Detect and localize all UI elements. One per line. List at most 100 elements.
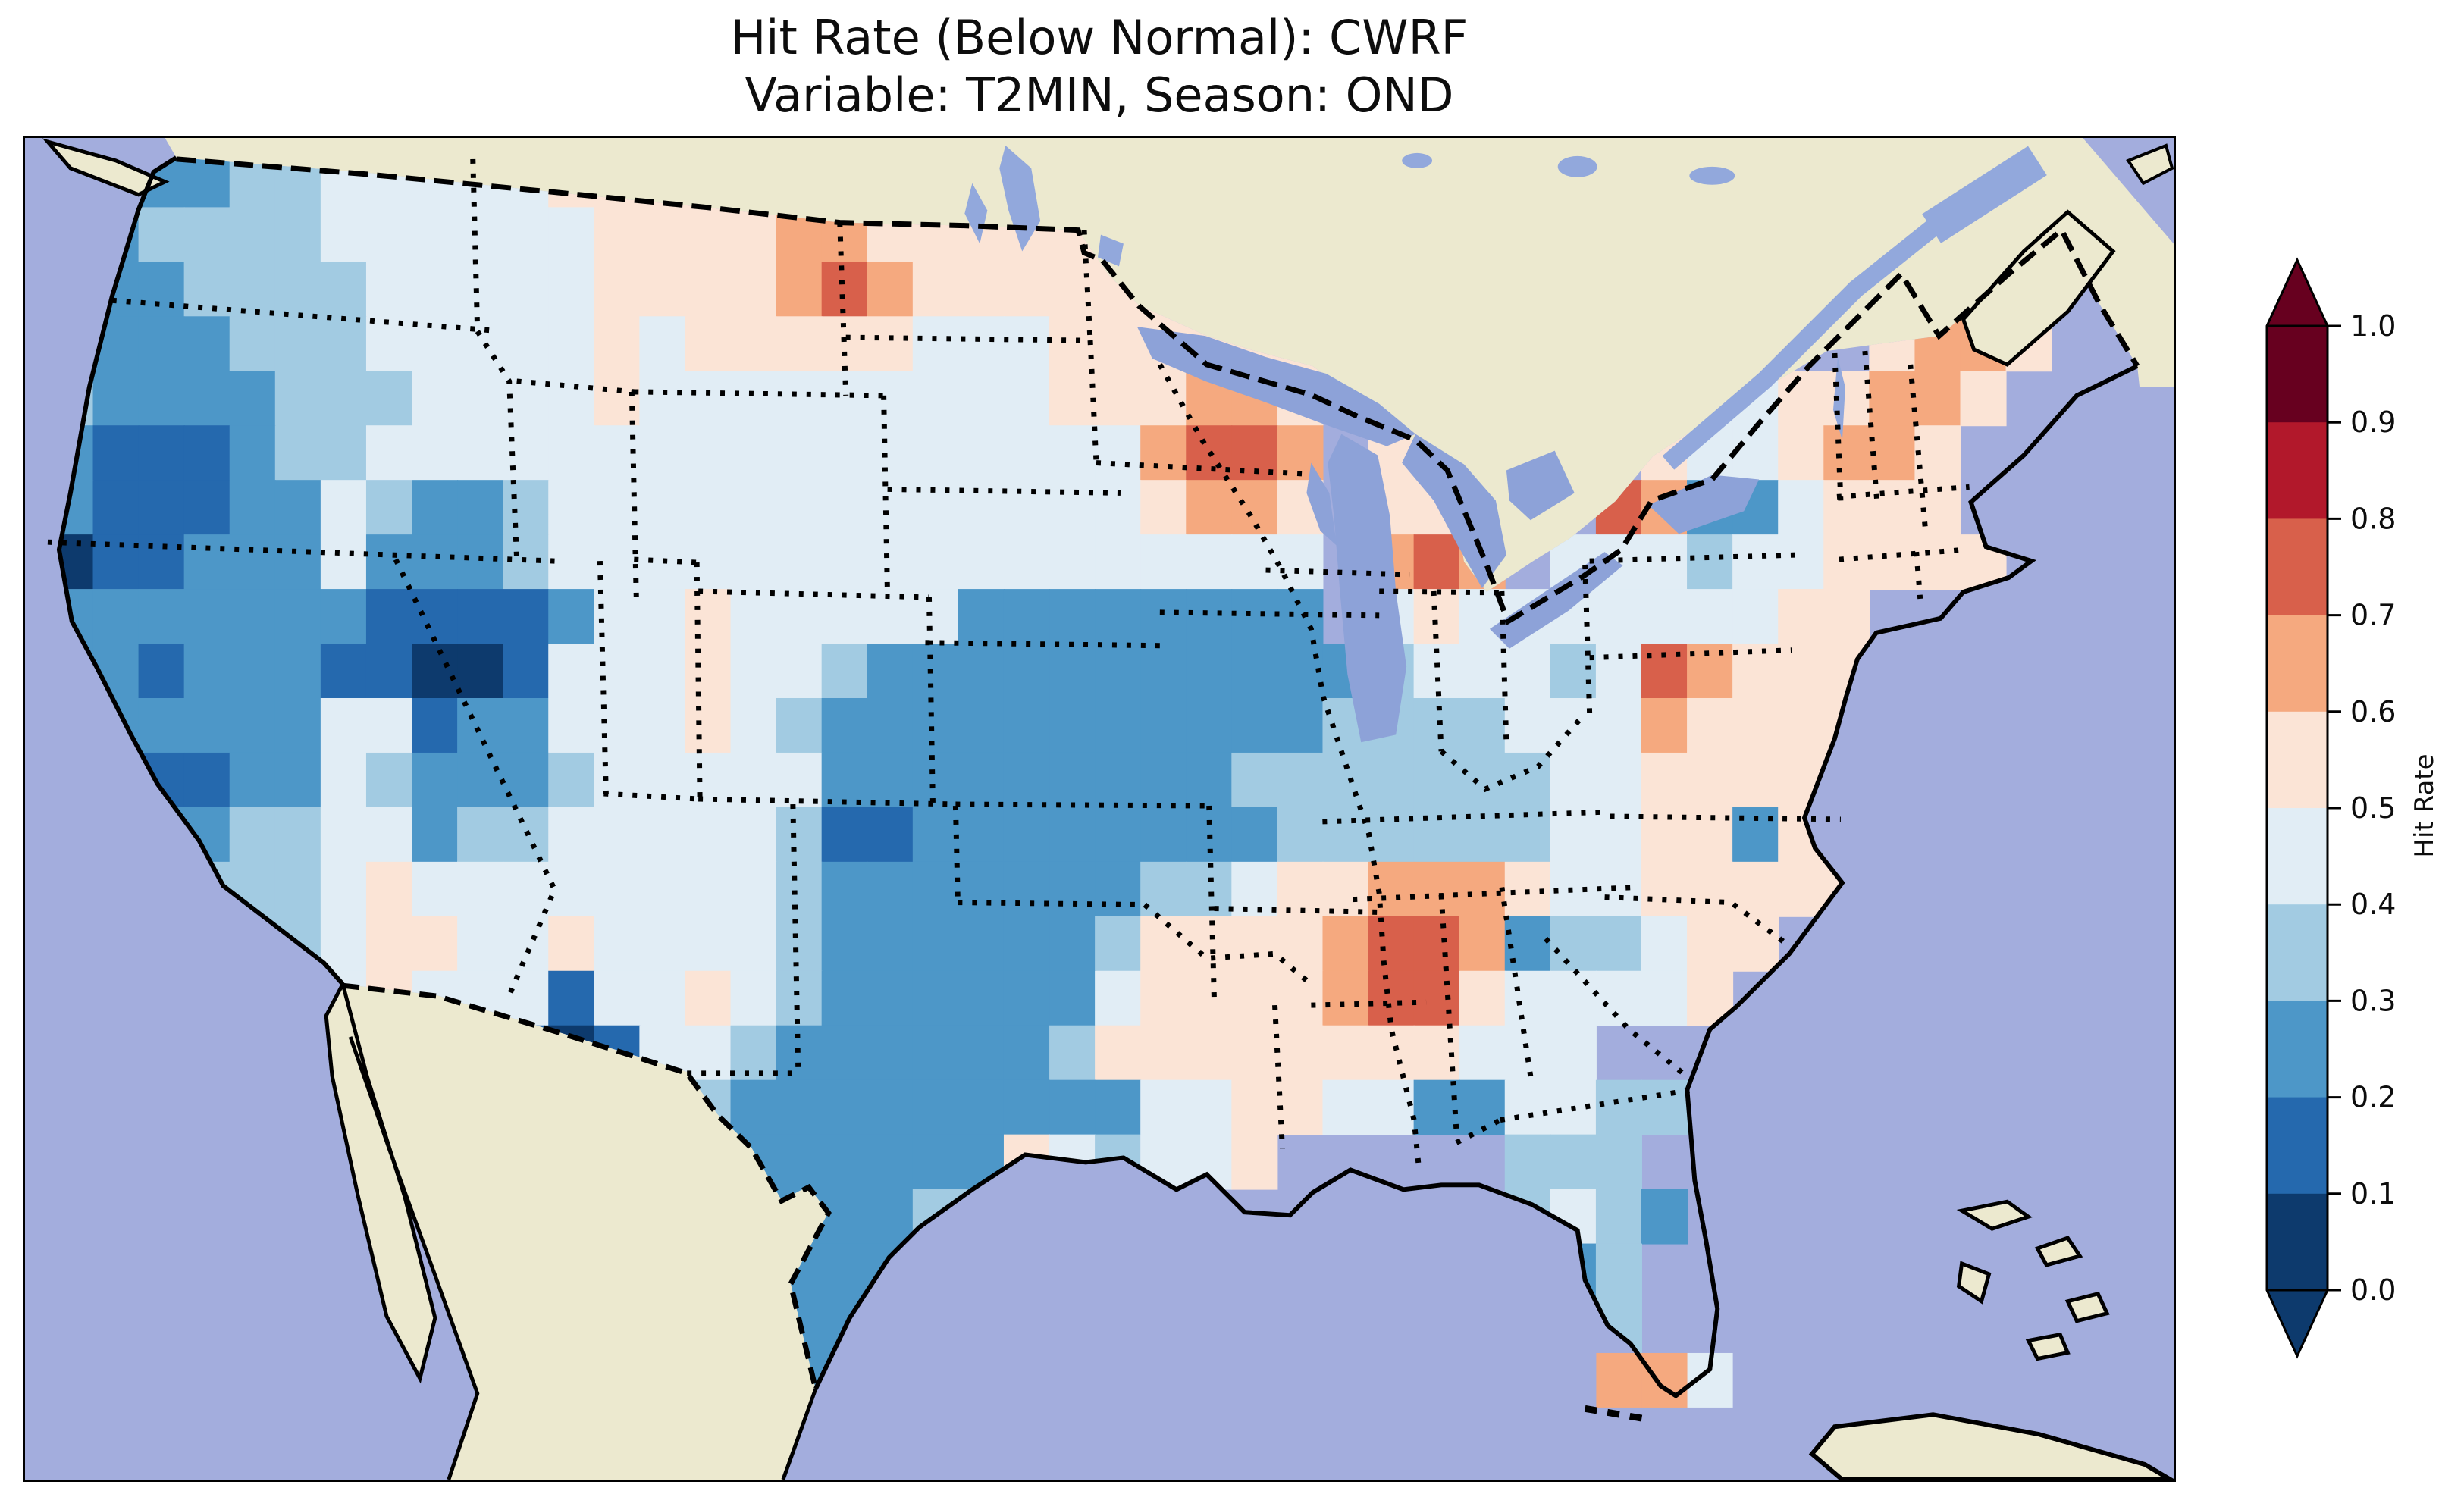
grid-cell	[1049, 371, 1096, 427]
pacific-coastline	[56, 155, 345, 986]
grid-cell	[365, 697, 413, 753]
grid-cell	[229, 480, 276, 536]
grid-cell	[867, 861, 914, 917]
lake-erie	[1489, 552, 1623, 649]
grid-cell	[320, 644, 367, 699]
grid-cell	[1231, 697, 1278, 753]
grid-cell	[1095, 807, 1142, 863]
grid-cell	[274, 697, 321, 753]
grid-cell	[412, 861, 459, 917]
grid-cell	[1049, 1025, 1096, 1081]
grid-cell	[1322, 807, 1369, 863]
grid-cell	[1413, 916, 1460, 972]
grid-cell	[548, 371, 595, 427]
grid-cell	[1823, 425, 1870, 481]
grid-cell	[1049, 589, 1096, 645]
grid-cell	[730, 371, 777, 427]
grid-cell	[457, 534, 504, 590]
grid-cell	[776, 1134, 823, 1190]
grid-cell	[548, 807, 595, 863]
grid-cell	[821, 1134, 868, 1190]
grid-cell	[457, 916, 504, 972]
grid-cell	[1595, 589, 1642, 645]
grid-cell	[274, 371, 321, 427]
grid-cell	[503, 589, 550, 645]
grid-cell	[138, 697, 185, 753]
grid-cell	[1095, 425, 1142, 481]
grid-cell	[730, 807, 777, 863]
grid-cell	[1778, 644, 1825, 699]
grid-cell	[685, 371, 732, 427]
grid-cell	[457, 644, 504, 699]
grid-cell	[274, 425, 321, 481]
grid-cell	[730, 480, 777, 536]
colorbar-tick-label: 0.3	[2350, 984, 2396, 1017]
grid-cell	[183, 589, 230, 645]
grid-cell	[821, 534, 868, 590]
grid-cell	[1595, 752, 1642, 808]
grid-cell	[685, 807, 732, 863]
grid-cell	[1140, 970, 1187, 1026]
grid-cell	[594, 970, 641, 1026]
grid-cell	[1049, 752, 1096, 808]
stray-grid-cell	[1641, 1352, 1688, 1408]
grid-cell	[958, 861, 1005, 917]
grid-cell	[1277, 807, 1324, 863]
grid-cell	[1140, 534, 1187, 590]
map-panel	[23, 136, 2176, 1482]
grid-cell	[1641, 861, 1688, 917]
grid-cell	[548, 207, 595, 263]
grid-cell	[320, 697, 367, 753]
grid-cell	[1504, 644, 1551, 699]
grid-cell	[1550, 1134, 1597, 1190]
grid-cell	[821, 425, 868, 481]
grid-cell	[320, 480, 367, 536]
grid-cell	[594, 861, 641, 917]
grid-cell	[1641, 807, 1688, 863]
grid-cell	[1049, 534, 1096, 590]
grid-cell	[594, 697, 641, 753]
grid-cell	[1140, 1025, 1187, 1081]
grid-cell	[1095, 644, 1142, 699]
grid-cell	[776, 371, 823, 427]
grid-cell	[183, 644, 230, 699]
grid-cell	[685, 425, 732, 481]
grid-cell	[365, 589, 413, 645]
grid-cell	[867, 644, 914, 699]
colorbar-band-bin-2	[2267, 1001, 2328, 1098]
grid-cell	[912, 752, 959, 808]
grid-cell	[776, 1025, 823, 1081]
grid-cell	[1095, 916, 1142, 972]
grid-cell	[457, 207, 504, 263]
grid-cell	[1459, 1025, 1506, 1081]
grid-cell	[1504, 1134, 1551, 1190]
florida-keys	[1584, 1405, 1653, 1424]
grid-cell	[320, 316, 367, 372]
grid-cell	[1778, 480, 1825, 536]
grid-cell	[1277, 697, 1324, 753]
grid-cell	[730, 644, 777, 699]
grid-cell	[274, 861, 321, 917]
grid-cell	[639, 807, 686, 863]
grid-cell	[1595, 1243, 1642, 1299]
grid-cell	[1095, 1025, 1142, 1081]
grid-cell	[1003, 916, 1051, 972]
grid-cell	[639, 916, 686, 972]
grid-cell	[1732, 861, 1779, 917]
grid-cell	[594, 644, 641, 699]
colorbar-band-bin-3	[2267, 904, 2328, 1001]
grid-cell	[1186, 534, 1233, 590]
us-mexico-border	[342, 982, 832, 1390]
grid-cell	[912, 262, 959, 318]
grid-cell	[1322, 970, 1369, 1026]
grid-cell	[1003, 752, 1051, 808]
grid-cell	[138, 207, 185, 263]
grid-cell	[1095, 480, 1142, 536]
grid-cell	[867, 1079, 914, 1135]
canada-lake-icon	[1689, 166, 1735, 185]
grid-cell	[1368, 752, 1415, 808]
grid-cell	[1140, 644, 1187, 699]
grid-cell	[365, 807, 413, 863]
grid-cell	[1186, 752, 1233, 808]
grid-cell	[548, 697, 595, 753]
